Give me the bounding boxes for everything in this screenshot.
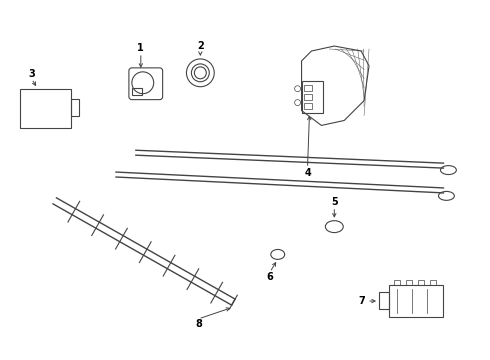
Text: 4: 4: [304, 168, 311, 178]
Text: 7: 7: [358, 296, 365, 306]
Text: 3: 3: [28, 69, 35, 79]
Text: 2: 2: [197, 41, 204, 51]
Text: 6: 6: [267, 272, 273, 282]
Text: 1: 1: [137, 43, 144, 53]
Text: 5: 5: [331, 197, 338, 207]
Text: 8: 8: [195, 319, 202, 329]
